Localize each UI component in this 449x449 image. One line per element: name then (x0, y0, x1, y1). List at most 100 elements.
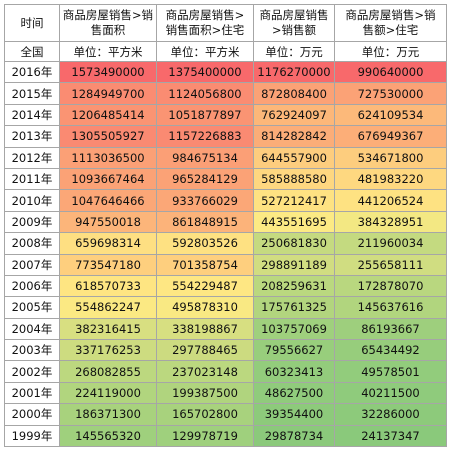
region-cell[interactable]: 全国 (4, 41, 60, 62)
residential-area-cell[interactable]: 297788465 (156, 339, 254, 362)
sales-area-cell[interactable]: 268082855 (59, 360, 157, 383)
year-cell[interactable]: 2003年 (4, 339, 60, 362)
sales-amount-cell[interactable]: 29878734 (253, 424, 335, 448)
sales-area-cell[interactable]: 1573490000 (59, 60, 157, 84)
residential-amount-cell[interactable]: 990640000 (334, 60, 447, 84)
year-cell[interactable]: 2014年 (4, 103, 60, 127)
residential-area-cell[interactable]: 1157226883 (156, 125, 254, 148)
residential-area-cell[interactable]: 701358754 (156, 253, 254, 276)
sales-area-cell[interactable]: 773547180 (59, 253, 157, 276)
residential-amount-cell[interactable]: 384328951 (334, 210, 447, 234)
sales-area-cell[interactable]: 618570733 (59, 274, 157, 298)
residential-amount-cell[interactable]: 65434492 (334, 339, 447, 362)
sales-amount-cell[interactable]: 585888580 (253, 167, 335, 191)
sales-area-cell[interactable]: 1113036500 (59, 146, 157, 169)
sales-area-cell[interactable]: 1093667464 (59, 167, 157, 191)
year-cell[interactable]: 2012年 (4, 146, 60, 169)
sales-area-cell[interactable]: 224119000 (59, 381, 157, 405)
sales-amount-cell[interactable]: 298891189 (253, 253, 335, 276)
year-cell[interactable]: 2004年 (4, 317, 60, 341)
residential-amount-cell[interactable]: 211960034 (334, 232, 447, 255)
year-cell[interactable]: 2005年 (4, 296, 60, 319)
header-residential-area[interactable]: 商品房屋销售> 销售面积>住宅 (156, 4, 254, 42)
sales-area-cell[interactable]: 947550018 (59, 210, 157, 234)
residential-area-cell[interactable]: 495878310 (156, 296, 254, 319)
sales-amount-cell[interactable]: 208259631 (253, 274, 335, 298)
header-sales-area[interactable]: 商品房屋销售>销 售面积 (59, 4, 157, 42)
residential-area-cell[interactable]: 554229487 (156, 274, 254, 298)
sales-area-cell[interactable]: 1206485414 (59, 103, 157, 127)
year-cell[interactable]: 2002年 (4, 360, 60, 383)
sales-amount-cell[interactable]: 814282842 (253, 125, 335, 148)
sales-amount-cell[interactable]: 175761325 (253, 296, 335, 319)
residential-amount-cell[interactable]: 624109534 (334, 103, 447, 127)
sales-area-cell[interactable]: 554862247 (59, 296, 157, 319)
residential-area-cell[interactable]: 592803526 (156, 232, 254, 255)
residential-area-cell[interactable]: 129978719 (156, 424, 254, 448)
sales-amount-cell[interactable]: 644557900 (253, 146, 335, 169)
residential-amount-cell[interactable]: 40211500 (334, 381, 447, 405)
year-cell[interactable]: 2000年 (4, 403, 60, 426)
unit-residential-area[interactable]: 单位：平方米 (156, 41, 254, 62)
sales-amount-cell[interactable]: 60323413 (253, 360, 335, 383)
unit-sales-amount[interactable]: 单位：万元 (253, 41, 335, 62)
residential-amount-cell[interactable]: 24137347 (334, 424, 447, 448)
sales-amount-cell[interactable]: 48627500 (253, 381, 335, 405)
sales-area-cell[interactable]: 1305505927 (59, 125, 157, 148)
sales-amount-cell[interactable]: 103757069 (253, 317, 335, 341)
sales-amount-cell[interactable]: 39354400 (253, 403, 335, 426)
residential-amount-cell[interactable]: 481983220 (334, 167, 447, 191)
residential-amount-cell[interactable]: 441206524 (334, 189, 447, 212)
header-residential-amount[interactable]: 商品房屋销售>销 售额>住宅 (334, 4, 447, 42)
residential-area-cell[interactable]: 199387500 (156, 381, 254, 405)
sales-area-cell[interactable]: 382316415 (59, 317, 157, 341)
sales-amount-cell[interactable]: 1176270000 (253, 60, 335, 84)
sales-amount-cell[interactable]: 79556627 (253, 339, 335, 362)
residential-area-cell[interactable]: 1051877897 (156, 103, 254, 127)
year-cell[interactable]: 2001年 (4, 381, 60, 405)
unit-residential-amount[interactable]: 单位：万元 (334, 41, 447, 62)
residential-amount-cell[interactable]: 145637616 (334, 296, 447, 319)
year-cell[interactable]: 2007年 (4, 253, 60, 276)
residential-amount-cell[interactable]: 32286000 (334, 403, 447, 426)
residential-amount-cell[interactable]: 534671800 (334, 146, 447, 169)
year-cell[interactable]: 2013年 (4, 125, 60, 148)
year-cell[interactable]: 2009年 (4, 210, 60, 234)
year-cell[interactable]: 2011年 (4, 167, 60, 191)
residential-area-cell[interactable]: 933766029 (156, 189, 254, 212)
residential-amount-cell[interactable]: 86193667 (334, 317, 447, 341)
sales-amount-cell[interactable]: 527212417 (253, 189, 335, 212)
sales-amount-cell[interactable]: 872808400 (253, 82, 335, 105)
year-cell[interactable]: 2016年 (4, 60, 60, 84)
year-cell[interactable]: 2015年 (4, 82, 60, 105)
year-cell[interactable]: 2006年 (4, 274, 60, 298)
year-cell[interactable]: 2010年 (4, 189, 60, 212)
residential-amount-cell[interactable]: 172878070 (334, 274, 447, 298)
residential-amount-cell[interactable]: 727530000 (334, 82, 447, 105)
residential-amount-cell[interactable]: 49578501 (334, 360, 447, 383)
sales-area-cell[interactable]: 659698314 (59, 232, 157, 255)
sales-amount-cell[interactable]: 443551695 (253, 210, 335, 234)
sales-area-cell[interactable]: 337176253 (59, 339, 157, 362)
residential-area-cell[interactable]: 984675134 (156, 146, 254, 169)
sales-amount-cell[interactable]: 250681830 (253, 232, 335, 255)
residential-amount-cell[interactable]: 255658111 (334, 253, 447, 276)
sales-amount-cell[interactable]: 762924097 (253, 103, 335, 127)
unit-sales-area[interactable]: 单位：平方米 (59, 41, 157, 62)
sales-area-cell[interactable]: 1047646466 (59, 189, 157, 212)
residential-area-cell[interactable]: 861848915 (156, 210, 254, 234)
sales-area-cell[interactable]: 1284949700 (59, 82, 157, 105)
header-time[interactable]: 时间 (4, 4, 60, 42)
residential-area-cell[interactable]: 1375400000 (156, 60, 254, 84)
residential-area-cell[interactable]: 965284129 (156, 167, 254, 191)
year-cell[interactable]: 2008年 (4, 232, 60, 255)
sales-area-cell[interactable]: 186371300 (59, 403, 157, 426)
residential-area-cell[interactable]: 1124056800 (156, 82, 254, 105)
residential-area-cell[interactable]: 237023148 (156, 360, 254, 383)
residential-amount-cell[interactable]: 676949367 (334, 125, 447, 148)
year-cell[interactable]: 1999年 (4, 424, 60, 448)
header-sales-amount[interactable]: 商品房屋销售 >销售额 (253, 4, 335, 42)
sales-area-cell[interactable]: 145565320 (59, 424, 157, 448)
residential-area-cell[interactable]: 338198867 (156, 317, 254, 341)
residential-area-cell[interactable]: 165702800 (156, 403, 254, 426)
